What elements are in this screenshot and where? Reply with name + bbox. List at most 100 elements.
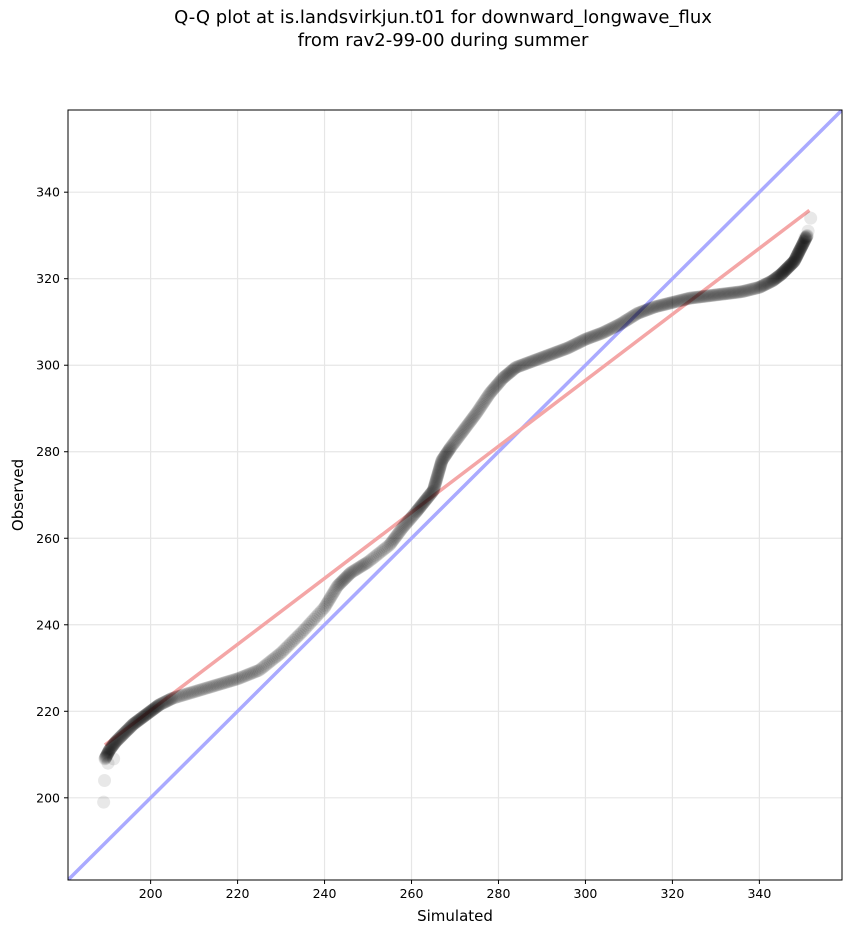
- data-point: [610, 319, 624, 333]
- data-point: [343, 567, 357, 581]
- data-point: [450, 432, 464, 446]
- data-point: [677, 293, 691, 307]
- data-point: [560, 341, 574, 355]
- data-point: [465, 412, 479, 426]
- data-point: [698, 289, 712, 303]
- data-point: [260, 657, 274, 671]
- data-point: [760, 277, 774, 291]
- data-point: [449, 433, 463, 447]
- data-point: [435, 454, 449, 468]
- data-point: [788, 253, 802, 267]
- data-point: [387, 533, 401, 547]
- data-point: [238, 669, 252, 683]
- data-point: [714, 287, 728, 301]
- data-point: [622, 312, 636, 326]
- data-point: [716, 287, 730, 301]
- data-point: [502, 366, 516, 380]
- data-point: [489, 379, 503, 393]
- data-point: [364, 553, 378, 567]
- data-point: [654, 298, 668, 312]
- data-point: [128, 716, 142, 730]
- data-point: [473, 402, 487, 416]
- data-point: [535, 351, 549, 365]
- data-point: [519, 357, 533, 371]
- data-point: [252, 663, 266, 677]
- data-point: [136, 710, 150, 724]
- data-point: [196, 682, 210, 696]
- data-point: [778, 264, 792, 278]
- data-point: [751, 281, 765, 295]
- data-point: [150, 699, 164, 713]
- data-point: [770, 271, 784, 285]
- data-point: [612, 318, 626, 332]
- data-point: [473, 400, 487, 414]
- data-point: [132, 713, 146, 727]
- data-point: [279, 641, 293, 655]
- data-point: [539, 349, 553, 363]
- data-point: [458, 422, 472, 436]
- data-point: [779, 263, 793, 277]
- data-point: [396, 520, 410, 534]
- data-point: [787, 254, 801, 268]
- data-point: [651, 299, 665, 313]
- data-point: [437, 451, 451, 465]
- data-point: [767, 273, 781, 287]
- data-point: [788, 252, 802, 266]
- x-tick-label: 260: [400, 886, 424, 901]
- data-point: [602, 323, 616, 337]
- data-point: [108, 735, 122, 749]
- data-point: [434, 458, 448, 472]
- data-point: [468, 408, 482, 422]
- data-point: [600, 324, 614, 338]
- data-point: [464, 413, 478, 427]
- data-point: [326, 587, 340, 601]
- data-point: [655, 298, 669, 312]
- data-point: [282, 638, 296, 652]
- data-point: [107, 738, 121, 752]
- data-point: [432, 464, 446, 478]
- data-point: [106, 738, 120, 752]
- data-point: [711, 288, 725, 302]
- data-point: [442, 443, 456, 457]
- data-point: [740, 283, 754, 297]
- data-point: [193, 683, 207, 697]
- data-point: [224, 674, 238, 688]
- data-point: [770, 270, 784, 284]
- data-point: [528, 353, 542, 367]
- data-point: [314, 604, 328, 618]
- data-point: [129, 715, 143, 729]
- data-point: [629, 307, 643, 321]
- data-point: [280, 640, 294, 654]
- data-point: [569, 337, 583, 351]
- data-point: [736, 284, 750, 298]
- data-point: [145, 703, 159, 717]
- data-point: [603, 322, 617, 336]
- data-point: [175, 689, 189, 703]
- data-point: [214, 677, 228, 691]
- data-point: [352, 560, 366, 574]
- data-point: [614, 316, 628, 330]
- data-point: [678, 292, 692, 306]
- data-point: [432, 465, 446, 479]
- data-point: [286, 634, 300, 648]
- data-point: [537, 350, 551, 364]
- data-point: [494, 373, 508, 387]
- data-point: [109, 734, 123, 748]
- data-point: [618, 314, 632, 328]
- data-point: [218, 676, 232, 690]
- data-point: [483, 386, 497, 400]
- data-point: [378, 541, 392, 555]
- data-point: [316, 602, 330, 616]
- data-point: [210, 678, 224, 692]
- data-point: [313, 606, 327, 620]
- data-point: [141, 706, 155, 720]
- data-point: [598, 325, 612, 339]
- data-point: [529, 353, 543, 367]
- data-point: [416, 497, 430, 511]
- data-point: [495, 372, 509, 386]
- data-point: [585, 330, 599, 344]
- data-point: [746, 282, 760, 296]
- data-point: [184, 686, 198, 700]
- data-point: [147, 702, 161, 716]
- data-point: [388, 530, 402, 544]
